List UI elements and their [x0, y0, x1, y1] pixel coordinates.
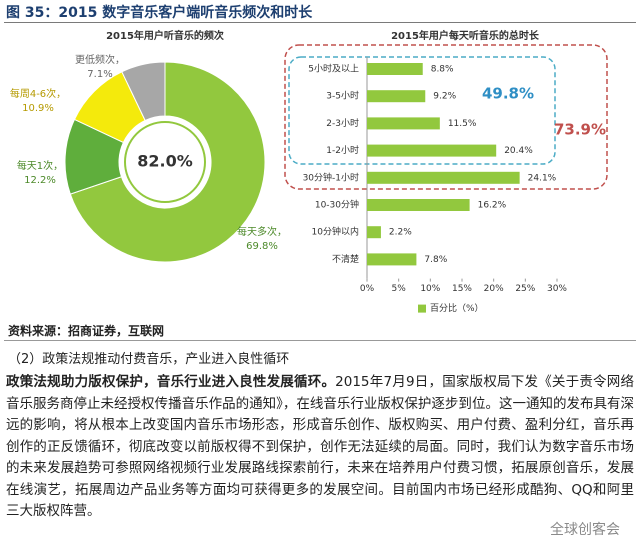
- bar: [367, 253, 417, 266]
- slice-label: 每天1次，: [17, 159, 63, 172]
- center-label: 82.0%: [137, 152, 193, 171]
- y-tick-label: 5小时及以上: [308, 63, 359, 75]
- x-tick-label: 10%: [420, 284, 440, 294]
- center-ring: [124, 121, 206, 203]
- bar-value-label: 24.1%: [528, 173, 557, 183]
- x-tick-label: 15%: [452, 284, 472, 294]
- y-tick-label: 1-2小时: [326, 144, 359, 156]
- bar-value-label: 20.4%: [504, 146, 533, 156]
- figure-title: 图 35：2015 数字音乐客户端听音乐频次和时长: [6, 5, 313, 21]
- y-tick-label: 10-30分钟: [315, 199, 359, 211]
- annotation-box: [288, 56, 556, 165]
- slice-value: 7.1%: [87, 69, 112, 80]
- y-tick-label: 10分钟以内: [312, 226, 359, 238]
- x-tick-label: 20%: [484, 284, 504, 294]
- watermark: 全球创客会: [544, 517, 626, 541]
- bar-value-label: 11.5%: [448, 119, 477, 129]
- x-tick-label: 25%: [515, 284, 535, 294]
- bar-value-label: 16.2%: [478, 201, 507, 211]
- bar-value-label: 2.2%: [389, 228, 412, 238]
- x-tick-label: 0%: [360, 284, 375, 294]
- bar-value-label: 7.8%: [424, 255, 447, 265]
- slice-label: 每周4-6次，: [10, 87, 66, 100]
- body-text: 2015年7月9日，国家版权局下发《关于责令网络音乐服务商停止未经授权传播音乐作…: [6, 374, 634, 519]
- bar: [367, 90, 426, 103]
- bar: [367, 144, 497, 157]
- y-tick-label: 30分钟-1小时: [303, 171, 359, 183]
- donut-slice: [69, 61, 266, 263]
- x-tick-label: 30%: [547, 284, 567, 294]
- slice-value: 12.2%: [24, 175, 56, 186]
- annotation-box: [284, 44, 608, 190]
- slice-value: 10.9%: [22, 103, 54, 114]
- slice-value: 69.8%: [246, 241, 278, 252]
- chart-title: 2015年用户听音乐的频次: [106, 29, 224, 42]
- section-heading: （2）政策法规推动付费音乐，产业进入良性循环: [8, 352, 290, 367]
- y-tick-label: 2-3小时: [326, 117, 359, 129]
- y-tick-label: 不清楚: [332, 253, 359, 265]
- slice-label: 更低频次，: [75, 53, 125, 66]
- bar-value-label: 8.8%: [431, 65, 454, 75]
- bar: [367, 63, 423, 75]
- annotation: 73.9%: [554, 121, 606, 139]
- lead: 政策法规助力版权保护，音乐行业进入良性发展循环。: [6, 374, 336, 390]
- legend-label: 百分比（%）: [430, 302, 484, 314]
- slice-label: 每天多次，: [237, 225, 287, 238]
- source: 资料来源：招商证券，互联网: [8, 324, 165, 338]
- y-tick-label: 3-5小时: [326, 90, 359, 102]
- bar: [367, 226, 381, 239]
- legend-swatch: [418, 304, 426, 313]
- bar: [367, 199, 470, 211]
- paragraph: 政策法规助力版权保护，音乐行业进入良性发展循环。2015年7月9日，国家版权局下…: [6, 372, 634, 523]
- bar: [367, 117, 440, 130]
- divider: [4, 22, 636, 23]
- divider: [4, 340, 636, 341]
- annotation: 49.8%: [482, 85, 534, 103]
- bar-value-label: 9.2%: [433, 92, 456, 102]
- bar: [367, 171, 520, 184]
- x-tick-label: 5%: [392, 284, 407, 294]
- chart-title: 2015年用户每天听音乐的总时长: [391, 29, 540, 42]
- donut-slice: [121, 61, 166, 122]
